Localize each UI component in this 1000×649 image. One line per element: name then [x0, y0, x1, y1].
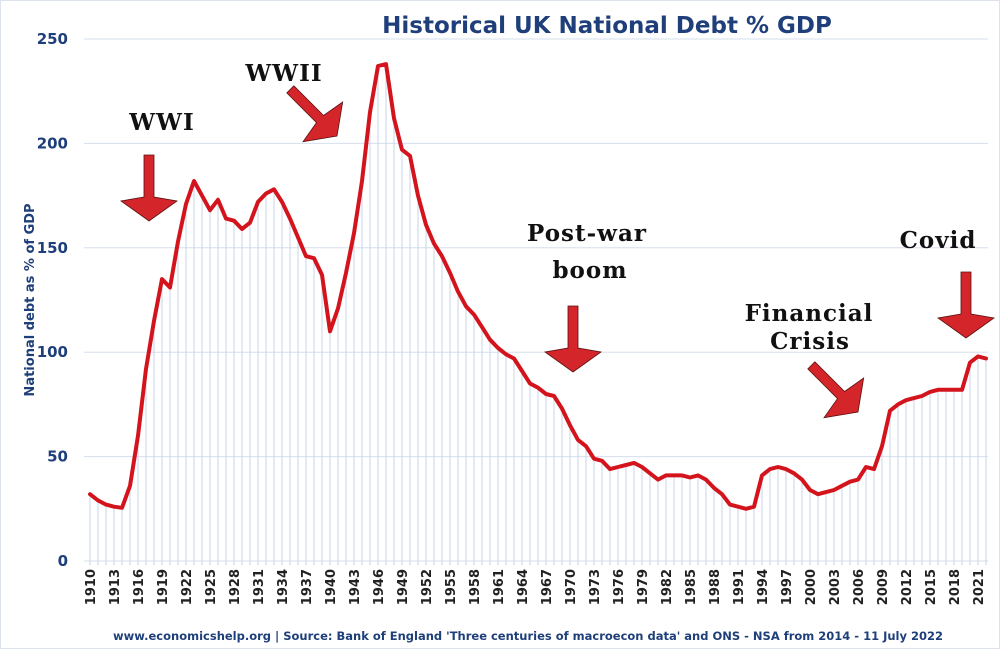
x-tick-label: 1940 — [324, 569, 339, 605]
x-tick-label: 1976 — [612, 569, 627, 605]
droplines — [89, 64, 987, 561]
x-tick-label: 2006 — [852, 569, 867, 605]
x-tick-label: 1985 — [684, 569, 699, 605]
x-tick-label: 1970 — [564, 569, 579, 605]
x-tick-label: 1922 — [180, 569, 195, 605]
annotation-boom: boom — [552, 257, 627, 284]
x-tick-label: 1913 — [108, 569, 123, 605]
x-axis-ticks: 1910 1913 1916 1919 1922 1925 1928 1931 1934 1937… — [84, 561, 987, 605]
x-tick-label: 1958 — [468, 569, 483, 605]
gridlines — [84, 38, 988, 562]
x-tick-label: 1916 — [132, 569, 147, 605]
y-tick-label: 100 — [37, 343, 68, 361]
x-tick-label: 2012 — [900, 569, 915, 605]
annotation-wwi: WWI — [128, 109, 194, 136]
x-tick-label: 2000 — [804, 569, 819, 605]
x-tick-label: 1946 — [372, 569, 387, 605]
annotation-covid: Covid — [900, 227, 977, 254]
x-tick-label: 2009 — [876, 569, 891, 605]
x-tick-label: 1991 — [732, 569, 747, 605]
annotation-crisis: Crisis — [770, 328, 850, 355]
y-tick-label: 150 — [37, 239, 68, 257]
x-tick-label: 1988 — [708, 569, 723, 605]
x-tick-label: 1955 — [444, 569, 459, 605]
x-tick-label: 1967 — [540, 569, 555, 605]
y-tick-label: 0 — [58, 552, 68, 570]
y-tick-label: 50 — [47, 448, 68, 466]
x-tick-label: 1943 — [348, 569, 363, 605]
y-tick-label: 200 — [37, 134, 68, 152]
debt-series-line — [88, 62, 988, 511]
y-axis-ticks: 0 50 100 150 200 250 — [37, 30, 68, 570]
x-tick-label: 1934 — [276, 569, 291, 605]
annotation-wwii: WWII — [244, 60, 322, 87]
x-tick-label: 1982 — [660, 569, 675, 605]
x-tick-label: 1925 — [204, 569, 219, 605]
x-tick-label: 1919 — [156, 569, 171, 605]
x-tick-label: 1964 — [516, 569, 531, 605]
source-note: www.economicshelp.org | Source: Bank of … — [113, 629, 943, 643]
x-tick-label: 1979 — [636, 569, 651, 605]
y-axis-label: National debt as % of GDP — [23, 203, 38, 396]
x-tick-label: 2021 — [972, 569, 987, 605]
x-tick-label: 1931 — [252, 569, 267, 605]
x-tick-label: 1910 — [84, 569, 99, 605]
x-tick-label: 1937 — [300, 569, 315, 605]
annotation-post-war: Post-war — [527, 220, 647, 247]
annotation-financial: Financial — [745, 300, 874, 327]
x-tick-label: 1997 — [780, 569, 795, 605]
x-tick-label: 2015 — [924, 569, 939, 605]
x-tick-label: 1952 — [420, 569, 435, 605]
x-tick-label: 1994 — [756, 569, 771, 605]
x-tick-label: 2003 — [828, 569, 843, 605]
x-tick-label: 1973 — [588, 569, 603, 605]
chart-title: Historical UK National Debt % GDP — [382, 13, 832, 39]
x-tick-label: 1949 — [396, 569, 411, 605]
y-tick-label: 250 — [37, 30, 68, 48]
x-tick-label: 1928 — [228, 569, 243, 605]
x-tick-label: 2018 — [948, 569, 963, 605]
x-tick-label: 1961 — [492, 569, 507, 605]
